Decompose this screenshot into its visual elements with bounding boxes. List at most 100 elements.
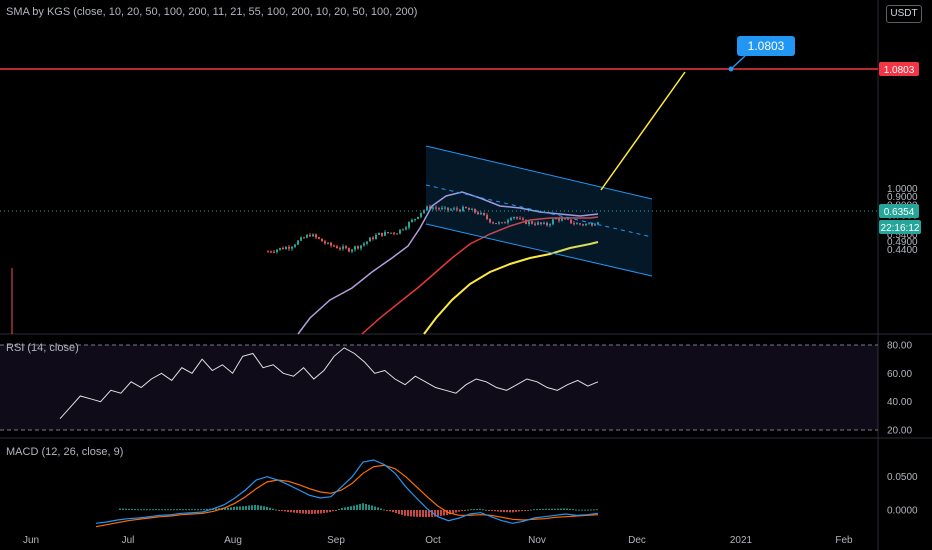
- candle-body: [477, 212, 479, 215]
- rsi-line: [59, 347, 599, 420]
- currency-badge[interactable]: USDT: [886, 5, 922, 23]
- macd-hist-bar: [521, 510, 523, 511]
- candle-body: [300, 237, 302, 241]
- macd-hist-bar: [404, 510, 406, 516]
- candle-body: [414, 218, 416, 220]
- candle-body: [396, 233, 398, 235]
- macd-hist-bar: [353, 505, 355, 510]
- macd-hist-bar: [275, 509, 277, 511]
- candle-body: [453, 208, 455, 210]
- macd-hist-bar: [581, 509, 583, 511]
- macd-hist-bar: [140, 509, 142, 511]
- candle-body: [279, 247, 281, 250]
- target-callout-label: 1.0803: [748, 39, 785, 53]
- candle-body: [348, 248, 350, 252]
- macd-hist-bar: [158, 509, 160, 511]
- macd-hist-bar: [392, 510, 394, 513]
- macd-hist-bar: [428, 510, 430, 518]
- candle-body: [345, 246, 347, 249]
- sma-slow-line: [423, 241, 599, 335]
- candle-body: [366, 241, 368, 244]
- date-tick-label: 2021: [730, 535, 753, 546]
- macd-hist-bar: [230, 507, 232, 510]
- target-callout-box: [737, 36, 795, 56]
- candle-body: [489, 218, 491, 223]
- macd-hist-bar: [371, 505, 373, 510]
- macd-hist-bar: [131, 508, 133, 510]
- candle-body: [375, 234, 377, 240]
- macd-hist-bar: [395, 510, 397, 514]
- price-tick-label: 0.5400: [887, 230, 918, 241]
- macd-hist-bar: [242, 506, 244, 510]
- macd-hist-bar: [224, 507, 226, 510]
- macd-hist-bar: [260, 505, 262, 510]
- macd-hist-bar: [293, 510, 295, 513]
- macd-hist-bar: [494, 510, 496, 512]
- macd-hist-bar: [338, 508, 340, 510]
- macd-hist-bar: [530, 509, 532, 511]
- macd-hist-bar: [590, 509, 592, 511]
- candle-body: [456, 208, 458, 210]
- rsi-title: RSI (14, close): [6, 342, 79, 354]
- macd-hist-bar: [272, 508, 274, 510]
- macd-hist-bar: [206, 508, 208, 510]
- rsi-tick-label: 40.00: [887, 397, 912, 408]
- macd-hist-bar: [143, 509, 145, 511]
- date-tick-label: Jul: [122, 535, 135, 546]
- rsi-tick-label: 60.00: [887, 369, 912, 380]
- target-callout-dot: [728, 66, 734, 72]
- candle-body: [309, 234, 311, 237]
- candle-body: [573, 223, 575, 225]
- macd-hist-bar: [485, 509, 487, 511]
- macd-hist-bar: [182, 509, 184, 511]
- candle-body: [465, 206, 467, 209]
- candle-body: [267, 251, 269, 253]
- candle-body: [387, 231, 389, 234]
- macd-hist-bar: [380, 508, 382, 510]
- macd-hist-bar: [587, 509, 589, 511]
- candle-body: [597, 222, 599, 225]
- candle-body: [585, 223, 587, 225]
- candle-body: [522, 218, 524, 220]
- macd-hist-bar: [545, 508, 547, 510]
- macd-hist-bar: [173, 509, 175, 511]
- candle-body: [312, 234, 314, 237]
- projection-line: [600, 71, 686, 191]
- macd-hist-bar: [425, 510, 427, 518]
- macd-hist-bar: [551, 508, 553, 510]
- macd-hist-bar: [119, 508, 121, 510]
- macd-hist-bar: [491, 510, 493, 511]
- macd-hist-bar: [446, 510, 448, 516]
- macd-hist-bar: [317, 510, 319, 514]
- candle-body: [369, 237, 371, 242]
- macd-hist-bar: [356, 504, 358, 510]
- candle-body: [297, 240, 299, 245]
- candle-body: [468, 208, 470, 210]
- candle-body: [270, 251, 272, 253]
- candle-body: [429, 206, 431, 209]
- macd-hist-bar: [236, 506, 238, 510]
- candle-body: [363, 243, 365, 246]
- candle-body: [360, 245, 362, 249]
- candle-body: [588, 223, 590, 225]
- macd-tick-label: 0.0000: [887, 506, 918, 517]
- candle-body: [594, 224, 596, 226]
- macd-hist-bar: [383, 509, 385, 511]
- candle-body: [333, 245, 335, 247]
- candle-body: [474, 208, 476, 213]
- macd-hist-bar: [341, 507, 343, 510]
- candle-body: [558, 217, 560, 221]
- price-tick-label: 0.4400: [887, 245, 918, 256]
- macd-hist-bar: [281, 510, 283, 511]
- candle-body: [444, 207, 446, 209]
- macd-hist-bar: [419, 510, 421, 517]
- macd-hist-bar: [233, 506, 235, 510]
- macd-hist-bar: [413, 510, 415, 517]
- date-tick-label: Aug: [224, 535, 242, 546]
- candle-body: [276, 249, 278, 252]
- candle-body: [516, 217, 518, 219]
- macd-hist-bar: [548, 508, 550, 510]
- macd-hist-bar: [305, 510, 307, 514]
- candle-body: [495, 223, 497, 225]
